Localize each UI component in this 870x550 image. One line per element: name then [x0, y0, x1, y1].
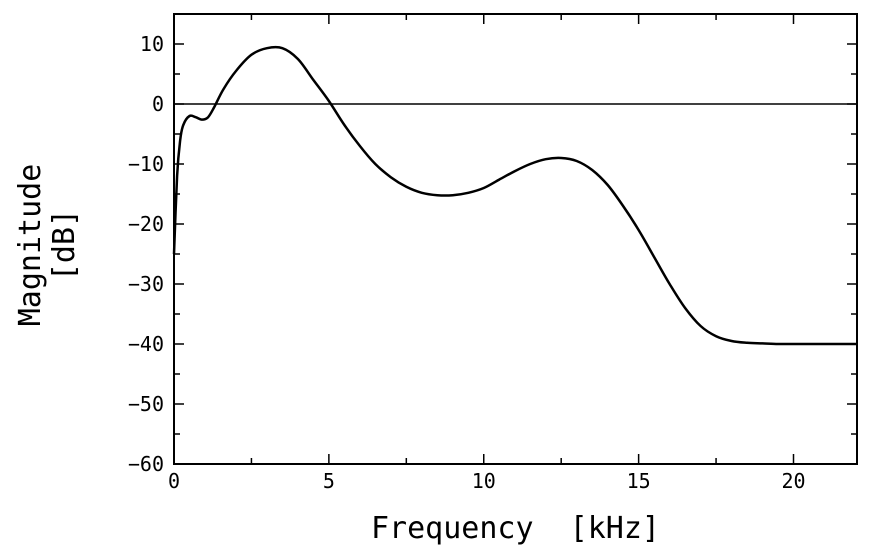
y-tick-label: −60 [128, 452, 164, 476]
y-tick-label: 0 [152, 92, 164, 116]
y-tick-label: −30 [128, 272, 164, 296]
y-tick-label: 10 [140, 32, 164, 56]
x-tick-label: 15 [627, 469, 651, 493]
y-axis-title-line-2: [dB] [47, 209, 82, 281]
y-tick-label: −10 [128, 152, 164, 176]
y-axis-title-line-1: Magnitude [13, 164, 48, 327]
y-axis-title: Magnitude [dB] [13, 164, 82, 327]
plot-area-frame [173, 13, 858, 465]
series-line-magnitude-response [172, 45, 857, 346]
y-tick-label: −50 [128, 392, 164, 416]
y-tick-label: −40 [128, 332, 164, 356]
axis-ticks [173, 13, 857, 465]
x-axis-title: Frequency [kHz] [371, 511, 660, 546]
axis-tick-labels: 0 5 10 15 20 10 0 −10 −20 −30 −40 −50 −60 [128, 32, 806, 493]
x-tick-label: 0 [168, 469, 180, 493]
y-tick-label: −20 [128, 212, 164, 236]
x-tick-label: 10 [472, 469, 496, 493]
x-tick-label: 5 [323, 469, 335, 493]
x-tick-label: 20 [781, 469, 805, 493]
